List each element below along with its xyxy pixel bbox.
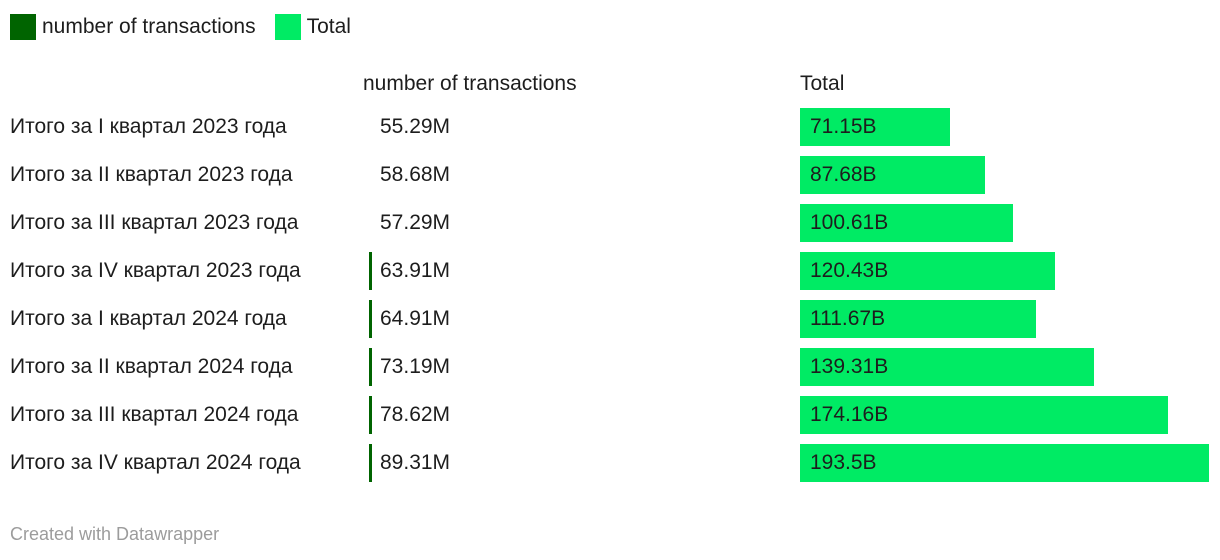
- transactions-cell: 55.29M: [369, 108, 589, 146]
- total-value-label: 174.16B: [810, 403, 889, 426]
- transactions-cell: 73.19M: [369, 348, 589, 386]
- legend-swatch-transactions-icon: [10, 14, 36, 40]
- transactions-cell: 58.68M: [369, 156, 589, 194]
- transactions-cell: 64.91M: [369, 300, 589, 338]
- row-category-label: Итого за II квартал 2023 года: [10, 163, 293, 186]
- transactions-cell: 89.31M: [369, 444, 589, 482]
- datawrapper-credit-link[interactable]: Created with Datawrapper: [10, 524, 220, 544]
- transactions-bar: [369, 348, 372, 386]
- legend-label-transactions: number of transactions: [42, 15, 256, 38]
- transactions-value: 89.31M: [380, 451, 451, 474]
- footer: Created with Datawrapper: [10, 524, 219, 545]
- transactions-bar: [369, 396, 372, 434]
- transactions-cell: 57.29M: [369, 204, 589, 242]
- row-category-label: Итого за III квартал 2024 года: [10, 403, 299, 426]
- column-header-transactions: number of transactions: [363, 72, 577, 95]
- total-bar: 193.5B: [800, 444, 1209, 482]
- total-bar: 71.15B: [800, 108, 950, 146]
- total-bar: 100.61B: [800, 204, 1013, 242]
- transactions-value: 63.91M: [380, 259, 451, 282]
- transactions-value: 57.29M: [380, 211, 451, 234]
- row-category-label: Итого за IV квартал 2023 года: [10, 259, 301, 282]
- table-row: Итого за III квартал 2024 года 78.62M 174.…: [0, 396, 1220, 434]
- row-category-label: Итого за III квартал 2023 года: [10, 211, 299, 234]
- table-row: Итого за IV квартал 2023 года 63.91M 120.4…: [0, 252, 1220, 290]
- table-row: Итого за III квартал 2023 года 57.29M 100.…: [0, 204, 1220, 242]
- transactions-bar: [369, 444, 372, 482]
- legend-item-transactions: number of transactions: [10, 14, 256, 40]
- total-value-label: 100.61B: [810, 211, 889, 234]
- transactions-value: 64.91M: [380, 307, 451, 330]
- transactions-value: 58.68M: [380, 163, 451, 186]
- legend-label-total: Total: [306, 15, 351, 38]
- transactions-value: 55.29M: [380, 115, 451, 138]
- total-value-label: 87.68B: [810, 163, 877, 186]
- total-value-label: 71.15B: [810, 115, 877, 138]
- row-category-label: Итого за I квартал 2023 года: [10, 115, 287, 138]
- total-value-label: 120.43B: [810, 259, 889, 282]
- total-bar: 120.43B: [800, 252, 1055, 290]
- table-row: Итого за IV квартал 2024 года 89.31M 193.5…: [0, 444, 1220, 482]
- total-value-label: 111.67B: [810, 307, 886, 330]
- transactions-value: 78.62M: [380, 403, 451, 426]
- row-category-label: Итого за IV квартал 2024 года: [10, 451, 301, 474]
- legend-item-total: Total: [274, 14, 351, 40]
- legend-swatch-total-icon: [274, 14, 301, 40]
- table-row: Итого за I квартал 2024 года 64.91M 111.67…: [0, 300, 1220, 338]
- table-row: Итого за I квартал 2023 года 55.29M 71.15B: [0, 108, 1220, 146]
- total-bar: 174.16B: [800, 396, 1168, 434]
- column-header-total: Total: [800, 72, 845, 95]
- table-row: Итого за II квартал 2024 года 73.19M 139.3…: [0, 348, 1220, 386]
- total-bar: 111.67B: [800, 300, 1036, 338]
- total-value-label: 193.5B: [810, 451, 877, 474]
- transactions-bar: [369, 252, 372, 290]
- total-bar: 139.31B: [800, 348, 1094, 386]
- transactions-cell: 78.62M: [369, 396, 589, 434]
- rows: Итого за I квартал 2023 года 55.29M 71.15B…: [0, 108, 1220, 492]
- legend: number of transactions Total: [10, 14, 351, 40]
- row-category-label: Итого за I квартал 2024 года: [10, 307, 287, 330]
- transactions-cell: 63.91M: [369, 252, 589, 290]
- transactions-bar: [369, 300, 372, 338]
- total-bar: 87.68B: [800, 156, 985, 194]
- transactions-value: 73.19M: [380, 355, 451, 378]
- total-value-label: 139.31B: [810, 355, 889, 378]
- row-category-label: Итого за II квартал 2024 года: [10, 355, 293, 378]
- table-row: Итого за II квартал 2023 года 58.68M 87.68…: [0, 156, 1220, 194]
